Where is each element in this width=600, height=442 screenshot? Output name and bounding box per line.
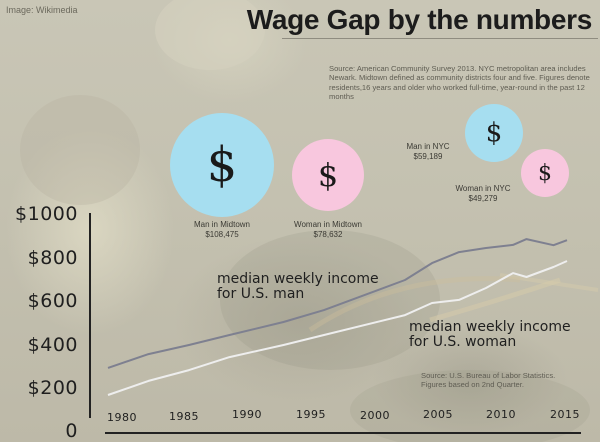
x-tick-1980: 1980: [107, 411, 137, 424]
caption-woman-midtown: Woman in Midtown $78,632: [268, 220, 388, 240]
x-tick-1995: 1995: [296, 408, 326, 421]
x-tick-1990: 1990: [232, 408, 262, 421]
y-axis-line: [89, 213, 91, 418]
caption-label: Woman in Midtown: [294, 220, 362, 229]
series-label-line: for U.S. man: [217, 286, 305, 302]
bubble-woman-nyc: $: [521, 149, 569, 197]
series-label-line: median weekly income: [409, 319, 571, 335]
source-note-top: Source: American Community Survey 2013. …: [329, 64, 590, 102]
y-tick-600: $600: [27, 290, 78, 312]
y-tick-800: $800: [27, 247, 78, 269]
caption-label: Man in NYC: [406, 142, 450, 151]
source-line: Source: U.S. Bureau of Labor Statistics.: [421, 371, 556, 380]
source-note-bottom: Source: U.S. Bureau of Labor Statistics.…: [421, 371, 555, 390]
series-line-man: [107, 238, 568, 369]
caption-man-midtown: Man in Midtown $108,475: [162, 220, 282, 240]
dollar-icon: $: [485, 118, 503, 148]
x-tick-1985: 1985: [169, 410, 199, 423]
y-tick-400: $400: [27, 334, 78, 356]
caption-value: $49,279: [468, 194, 498, 203]
caption-label: Man in Midtown: [193, 220, 251, 229]
title-divider: [282, 38, 598, 39]
y-tick-1000: $1000: [15, 203, 78, 225]
caption-woman-nyc: Woman in NYC $49,279: [440, 184, 526, 204]
chart-title: Wage Gap by the numbers: [246, 4, 593, 35]
y-tick-0: 0: [65, 420, 78, 442]
dollar-icon: $: [206, 137, 238, 193]
x-tick-2010: 2010: [486, 408, 516, 421]
bubble-man-nyc: $: [465, 104, 523, 162]
x-tick-2005: 2005: [423, 408, 453, 421]
series-line-woman: [107, 260, 568, 396]
y-tick-200: $200: [27, 377, 78, 399]
caption-label: Woman in NYC: [455, 184, 511, 193]
series-label-man: median weekly income for U.S. man: [217, 272, 379, 302]
caption-value: $108,475: [205, 230, 239, 239]
x-tick-2015: 2015: [550, 408, 580, 421]
dollar-icon: $: [538, 160, 552, 186]
caption-man-nyc: Man in NYC $59,189: [393, 142, 463, 162]
source-line: Figures based on 2nd Quarter.: [421, 380, 525, 390]
dollar-icon: $: [317, 156, 339, 194]
series-label-line: for U.S. woman: [409, 334, 517, 350]
x-tick-2000: 2000: [360, 409, 390, 422]
series-label-woman: median weekly income for U.S. woman: [409, 320, 571, 350]
image-credit: Image: Wikimedia: [6, 5, 78, 15]
caption-value: $59,189: [413, 152, 443, 161]
caption-value: $78,632: [313, 230, 343, 239]
series-label-line: median weekly income: [217, 271, 379, 287]
bubble-woman-midtown: $: [292, 139, 364, 211]
x-axis-line: [105, 432, 581, 434]
bubble-man-midtown: $: [170, 113, 274, 217]
